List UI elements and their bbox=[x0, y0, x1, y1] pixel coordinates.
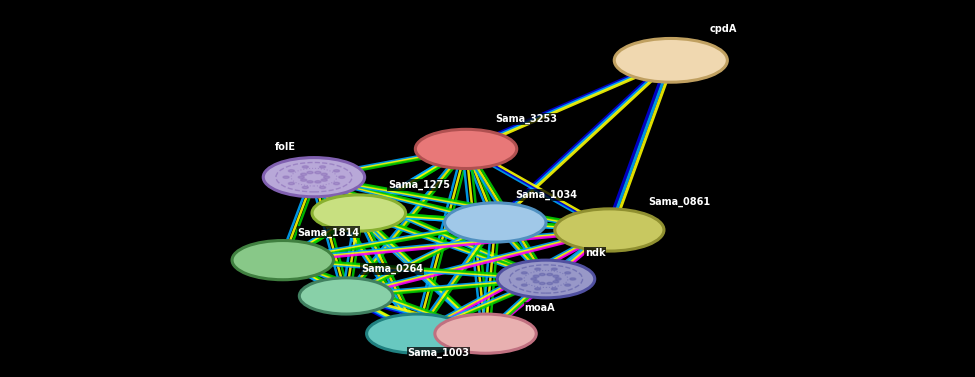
Circle shape bbox=[302, 166, 308, 168]
Circle shape bbox=[320, 166, 326, 168]
Circle shape bbox=[312, 195, 406, 231]
Circle shape bbox=[522, 272, 527, 274]
Circle shape bbox=[547, 282, 553, 285]
Circle shape bbox=[551, 268, 557, 270]
Circle shape bbox=[333, 170, 339, 172]
Text: ndk: ndk bbox=[585, 248, 605, 258]
Text: cpdA: cpdA bbox=[710, 24, 737, 34]
Text: Sama_1814: Sama_1814 bbox=[297, 227, 360, 238]
Circle shape bbox=[533, 275, 539, 277]
Text: Sama_0264: Sama_0264 bbox=[361, 264, 423, 274]
Circle shape bbox=[315, 172, 321, 174]
Circle shape bbox=[614, 38, 727, 82]
Circle shape bbox=[300, 179, 307, 181]
Circle shape bbox=[302, 186, 308, 188]
Circle shape bbox=[232, 241, 333, 280]
Text: folE: folE bbox=[275, 141, 296, 152]
Circle shape bbox=[533, 280, 539, 283]
Text: Sama_1034: Sama_1034 bbox=[515, 190, 577, 200]
Circle shape bbox=[517, 278, 523, 280]
Circle shape bbox=[299, 278, 393, 314]
Circle shape bbox=[569, 278, 575, 280]
Text: Sama_1275: Sama_1275 bbox=[388, 180, 450, 190]
Circle shape bbox=[535, 288, 541, 290]
Circle shape bbox=[321, 173, 328, 175]
Circle shape bbox=[321, 179, 328, 181]
Circle shape bbox=[289, 182, 294, 185]
Circle shape bbox=[547, 273, 553, 276]
Circle shape bbox=[539, 273, 545, 276]
Text: Sama_3253: Sama_3253 bbox=[495, 114, 558, 124]
Text: moaA: moaA bbox=[525, 303, 555, 313]
Circle shape bbox=[497, 260, 595, 298]
Circle shape bbox=[551, 288, 557, 290]
Text: Sama_0861: Sama_0861 bbox=[648, 197, 711, 207]
Circle shape bbox=[565, 272, 570, 274]
Text: Sama_1003: Sama_1003 bbox=[408, 348, 470, 358]
Circle shape bbox=[367, 314, 468, 353]
Circle shape bbox=[415, 129, 517, 169]
Circle shape bbox=[522, 284, 527, 286]
Circle shape bbox=[555, 209, 664, 251]
Circle shape bbox=[531, 278, 537, 280]
Circle shape bbox=[289, 170, 294, 172]
Circle shape bbox=[445, 203, 546, 242]
Circle shape bbox=[535, 268, 541, 270]
Circle shape bbox=[553, 280, 559, 283]
Circle shape bbox=[263, 158, 365, 197]
Circle shape bbox=[320, 186, 326, 188]
Circle shape bbox=[539, 282, 545, 285]
Circle shape bbox=[298, 176, 304, 178]
Circle shape bbox=[565, 284, 570, 286]
Circle shape bbox=[315, 181, 321, 183]
Circle shape bbox=[307, 172, 313, 174]
Circle shape bbox=[333, 182, 339, 185]
Circle shape bbox=[338, 176, 345, 178]
Circle shape bbox=[553, 275, 559, 277]
Circle shape bbox=[283, 176, 290, 178]
Circle shape bbox=[324, 176, 330, 178]
Circle shape bbox=[307, 181, 313, 183]
Circle shape bbox=[556, 278, 561, 280]
Circle shape bbox=[435, 314, 536, 353]
Circle shape bbox=[300, 173, 307, 175]
